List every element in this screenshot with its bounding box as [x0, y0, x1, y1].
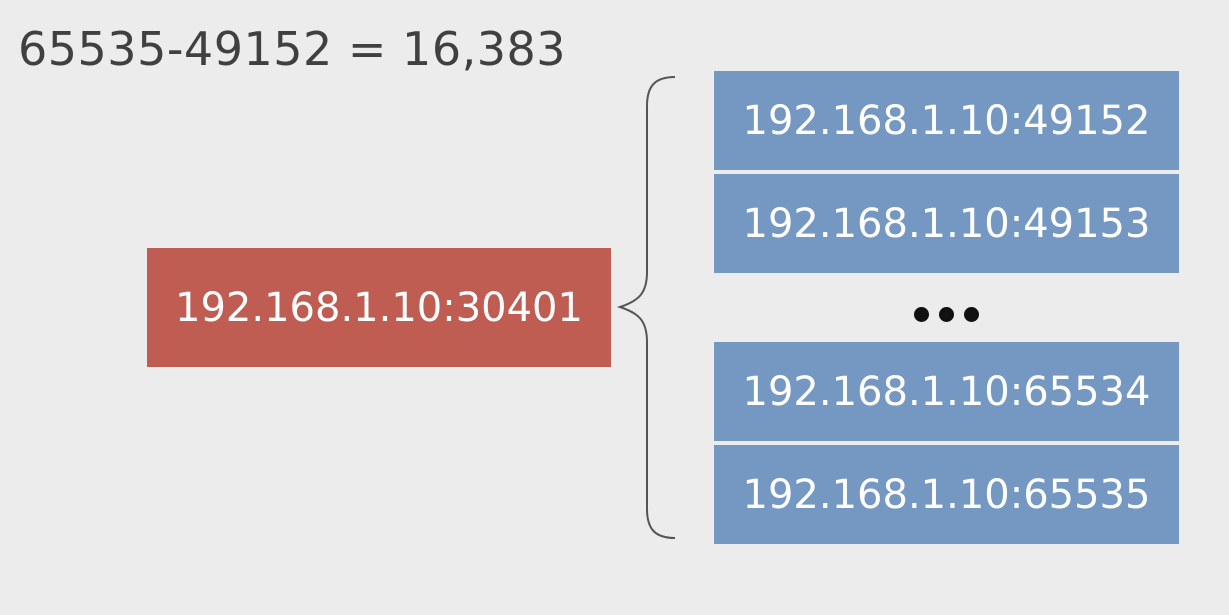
- ellipsis-icon: [714, 296, 1179, 332]
- port-box-49153: 192.168.1.10:49153: [714, 174, 1179, 273]
- ellipsis-dot: [939, 306, 954, 322]
- port-box-65534: 192.168.1.10:65534: [714, 342, 1179, 441]
- curly-brace: [616, 76, 676, 539]
- ellipsis-dot: [964, 306, 979, 322]
- port-box-49152: 192.168.1.10:49152: [714, 71, 1179, 170]
- ellipsis-dot: [914, 306, 929, 322]
- port-range-equation: 65535-49152 = 16,383: [18, 22, 567, 76]
- port-box-65535: 192.168.1.10:65535: [714, 445, 1179, 544]
- source-address-box: 192.168.1.10:30401: [147, 248, 611, 367]
